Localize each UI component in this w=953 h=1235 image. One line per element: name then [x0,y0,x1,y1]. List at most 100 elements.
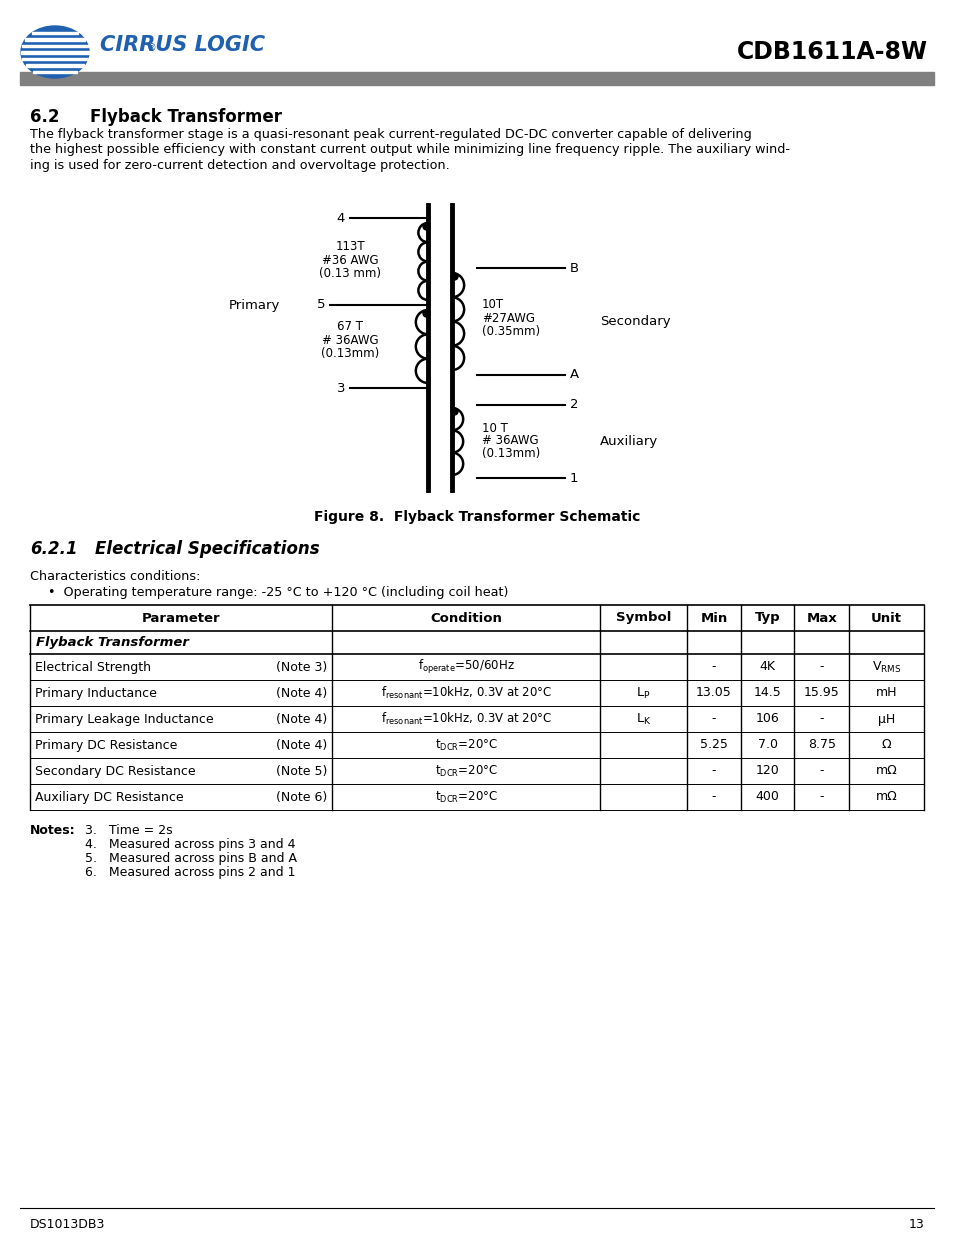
Text: Primary Inductance: Primary Inductance [35,687,156,699]
Text: f$_{\rm operate}$=50/60Hz: f$_{\rm operate}$=50/60Hz [417,658,515,676]
Text: (Note 4): (Note 4) [275,687,327,699]
Bar [33,70,76,73]
Text: Flyback Transformer: Flyback Transformer [90,107,282,126]
Text: 3.   Time = 2s: 3. Time = 2s [85,824,172,837]
Text: 4K: 4K [759,661,775,673]
Ellipse shape [21,26,89,78]
Text: Auxiliary: Auxiliary [599,435,658,448]
Bar [26,64,84,67]
Text: (Note 4): (Note 4) [275,713,327,725]
Text: (Note 4): (Note 4) [275,739,327,752]
Text: Flyback Transformer: Flyback Transformer [36,636,189,650]
Text: #36 AWG: #36 AWG [321,253,378,267]
Text: mΩ: mΩ [875,764,897,778]
Text: 120: 120 [755,764,779,778]
Text: mΩ: mΩ [875,790,897,804]
Text: Ω: Ω [881,739,890,752]
Text: Secondary: Secondary [599,315,670,329]
Text: -: - [819,790,823,804]
Bar [25,38,85,41]
Text: 6.2: 6.2 [30,107,59,126]
Text: 13: 13 [907,1218,923,1231]
Text: 5: 5 [316,299,325,311]
Bar [20,72,933,85]
Text: -: - [819,764,823,778]
Text: -: - [819,661,823,673]
Text: Notes:: Notes: [30,824,75,837]
Text: •  Operating temperature range: -25 °C to +120 °C (including coil heat): • Operating temperature range: -25 °C to… [48,585,508,599]
Text: 15.95: 15.95 [803,687,839,699]
Text: The flyback transformer stage is a quasi-resonant peak current-regulated DC-DC c: The flyback transformer stage is a quasi… [30,128,751,141]
Text: 5.25: 5.25 [700,739,727,752]
Text: -: - [711,713,716,725]
Text: #27AWG: #27AWG [481,311,535,325]
Text: 6.   Measured across pins 2 and 1: 6. Measured across pins 2 and 1 [85,866,295,879]
Text: Primary: Primary [229,299,280,311]
Text: -: - [711,790,716,804]
Text: (0.13 mm): (0.13 mm) [318,267,380,279]
Text: 400: 400 [755,790,779,804]
Text: ®: ® [147,43,156,53]
Text: L$_{\rm K}$: L$_{\rm K}$ [636,711,651,726]
Text: (0.13mm): (0.13mm) [320,347,378,359]
Bar [31,32,78,35]
Text: ing is used for zero-current detection and overvoltage protection.: ing is used for zero-current detection a… [30,159,449,172]
Text: 1: 1 [569,472,578,484]
Text: f$_{\rm resonant}$=10kHz, 0.3V at 20°C: f$_{\rm resonant}$=10kHz, 0.3V at 20°C [380,711,552,727]
Text: Max: Max [805,611,836,625]
Text: 2: 2 [569,399,578,411]
Text: A: A [569,368,578,382]
Text: Primary Leakage Inductance: Primary Leakage Inductance [35,713,213,725]
Text: 4: 4 [336,211,345,225]
Text: Primary DC Resistance: Primary DC Resistance [35,739,177,752]
Text: (Note 3): (Note 3) [275,661,327,673]
Text: # 36AWG: # 36AWG [481,435,538,447]
Text: -: - [819,713,823,725]
Text: Symbol: Symbol [616,611,671,625]
Text: Figure 8.  Flyback Transformer Schematic: Figure 8. Flyback Transformer Schematic [314,510,639,524]
Text: Typ: Typ [754,611,780,625]
Text: 106: 106 [755,713,779,725]
Text: DS1013DB3: DS1013DB3 [30,1218,105,1231]
Text: 67 T: 67 T [336,321,363,333]
Text: B: B [569,262,578,274]
Text: 7.0: 7.0 [757,739,777,752]
Text: t$_{\rm DCR}$=20°C: t$_{\rm DCR}$=20°C [435,737,497,752]
Text: 3: 3 [336,382,345,394]
Text: 13.05: 13.05 [696,687,731,699]
Text: the highest possible efficiency with constant current output while minimizing li: the highest possible efficiency with con… [30,143,789,157]
Text: 14.5: 14.5 [753,687,781,699]
Bar [22,58,88,61]
Text: -: - [711,661,716,673]
Text: (0.35mm): (0.35mm) [481,325,539,337]
Text: -: - [711,764,716,778]
Text: t$_{\rm DCR}$=20°C: t$_{\rm DCR}$=20°C [435,789,497,804]
Text: (Note 6): (Note 6) [275,790,327,804]
Text: Electrical Strength: Electrical Strength [35,661,151,673]
Text: (0.13mm): (0.13mm) [481,447,539,461]
Text: 4.   Measured across pins 3 and 4: 4. Measured across pins 3 and 4 [85,839,295,851]
Text: 10T: 10T [481,299,503,311]
Bar [21,52,89,53]
Text: 5.   Measured across pins B and A: 5. Measured across pins B and A [85,852,296,864]
Text: # 36AWG: # 36AWG [321,333,378,347]
Text: L$_{\rm P}$: L$_{\rm P}$ [636,685,651,700]
Text: (Note 5): (Note 5) [275,764,327,778]
Text: 8.75: 8.75 [807,739,835,752]
Text: Characteristics conditions:: Characteristics conditions: [30,571,200,583]
Text: Secondary DC Resistance: Secondary DC Resistance [35,764,195,778]
Text: V$_{\rm RMS}$: V$_{\rm RMS}$ [871,659,901,674]
Text: t$_{\rm DCR}$=20°C: t$_{\rm DCR}$=20°C [435,763,497,778]
Bar [22,44,88,47]
Text: 113T: 113T [335,241,364,253]
Text: Parameter: Parameter [142,611,220,625]
Text: 10 T: 10 T [481,421,507,435]
Text: f$_{\rm resonant}$=10kHz, 0.3V at 20°C: f$_{\rm resonant}$=10kHz, 0.3V at 20°C [380,685,552,701]
Text: Min: Min [700,611,727,625]
Text: μH: μH [877,713,894,725]
Text: CDB1611A-8W: CDB1611A-8W [737,40,927,64]
Text: CIRRUS LOGIC: CIRRUS LOGIC [100,35,265,56]
Text: Unit: Unit [870,611,901,625]
Text: Electrical Specifications: Electrical Specifications [95,540,319,558]
Text: 6.2.1: 6.2.1 [30,540,77,558]
